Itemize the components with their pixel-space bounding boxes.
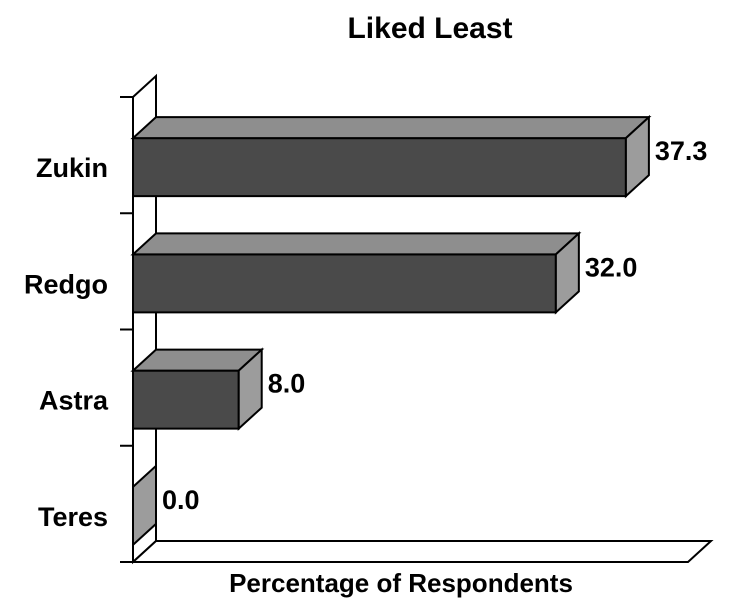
- value-labels: 37.3 32.0 8.0 0.0: [162, 136, 707, 515]
- value-label: 37.3: [655, 136, 708, 166]
- bar-front: [132, 137, 627, 198]
- x-axis-label: Percentage of Respondents: [229, 568, 573, 598]
- value-label: 8.0: [268, 369, 306, 399]
- chart-title: Liked Least: [347, 12, 512, 45]
- category-label: Zukin: [36, 153, 108, 183]
- bar-astra: [130, 347, 265, 431]
- category-label: Teres: [38, 502, 108, 532]
- bar-zukin: [130, 114, 652, 199]
- bar-top: [130, 116, 652, 140]
- category-label: Redgo: [24, 269, 108, 299]
- floor: [130, 540, 714, 563]
- chart-axes: [120, 73, 714, 565]
- bar-side: [132, 463, 157, 548]
- value-label: 32.0: [585, 252, 638, 282]
- category-labels: Zukin Redgo Astra Teres: [24, 153, 109, 532]
- bar-side: [624, 114, 650, 199]
- value-label: 0.0: [162, 485, 200, 515]
- bar-teres: [132, 463, 157, 548]
- bar-top: [130, 232, 582, 256]
- bar-redgo: [130, 231, 582, 315]
- bar-front: [132, 253, 557, 314]
- bar-front: [132, 369, 240, 430]
- bar-side: [554, 231, 580, 315]
- category-label: Astra: [39, 386, 109, 416]
- bar-side: [237, 347, 263, 431]
- chart-bars: [130, 114, 652, 548]
